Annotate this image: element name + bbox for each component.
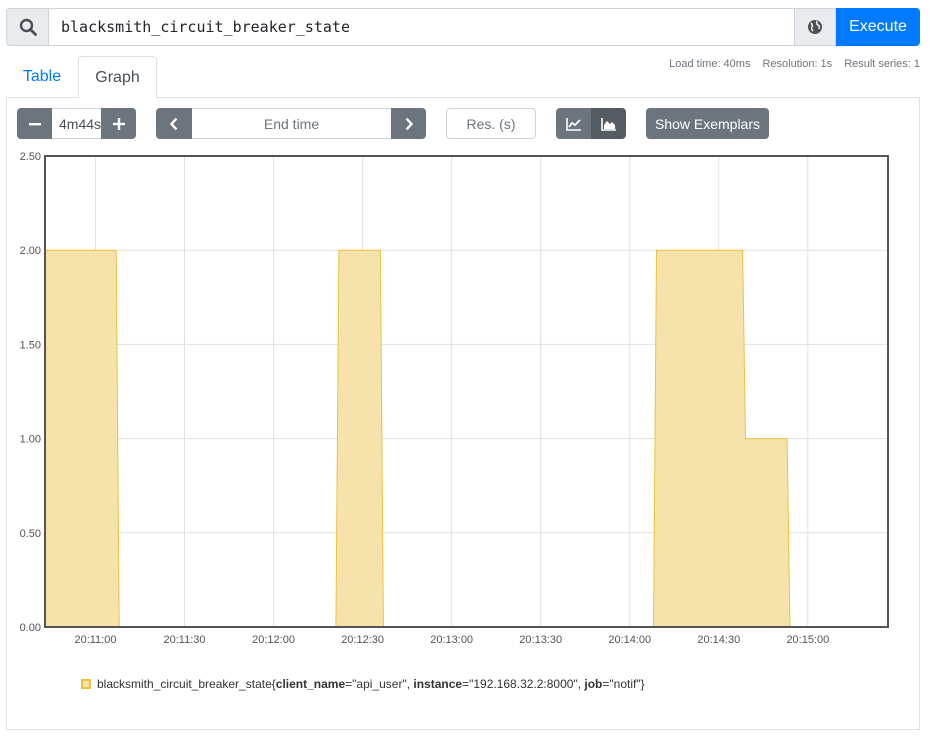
series-area bbox=[45, 250, 888, 627]
query-input[interactable]: blacksmith_circuit_breaker_state bbox=[48, 8, 795, 46]
legend-label-value: "192.168.32.2:8000" bbox=[469, 677, 578, 691]
y-tick-label: 0.00 bbox=[20, 622, 41, 634]
x-tick-label: 20:11:00 bbox=[74, 634, 116, 646]
next-time-button[interactable] bbox=[391, 108, 426, 139]
legend-metric: blacksmith_circuit_breaker_state bbox=[97, 677, 272, 691]
plot-border bbox=[44, 155, 889, 628]
end-time-control: End time bbox=[156, 108, 426, 139]
legend-label-value: "api_user" bbox=[352, 677, 407, 691]
plus-icon bbox=[112, 117, 125, 130]
tab-table[interactable]: Table bbox=[22, 68, 62, 85]
chevron-right-icon bbox=[405, 117, 413, 130]
tab-graph[interactable]: Graph bbox=[78, 56, 157, 99]
legend-label-name: job bbox=[584, 677, 603, 691]
x-tick-label: 20:15:00 bbox=[786, 634, 829, 646]
y-tick-label: 1.50 bbox=[20, 339, 41, 351]
chart-type-toggle bbox=[556, 108, 626, 139]
tab-bar: Table Graph bbox=[6, 56, 920, 99]
line-chart-icon bbox=[565, 117, 581, 131]
y-tick-label: 0.50 bbox=[20, 528, 41, 540]
result-series: Result series: 1 bbox=[844, 58, 920, 70]
load-time: Load time: 40ms bbox=[669, 58, 751, 70]
minus-icon bbox=[28, 122, 41, 125]
metrics-explorer-button[interactable] bbox=[795, 8, 836, 46]
graph-panel bbox=[6, 97, 920, 730]
legend-swatch bbox=[81, 679, 91, 689]
resolution-input[interactable]: Res. (s) bbox=[446, 108, 536, 139]
resolution: Resolution: 1s bbox=[762, 58, 833, 70]
x-tick-label: 20:14:30 bbox=[697, 634, 740, 646]
previous-time-button[interactable] bbox=[156, 108, 192, 139]
increase-range-button[interactable] bbox=[101, 108, 136, 139]
end-time-input[interactable]: End time bbox=[192, 108, 391, 139]
x-tick-label: 20:12:00 bbox=[252, 634, 295, 646]
legend-label-name: instance bbox=[413, 677, 463, 691]
stacked-chart-button[interactable] bbox=[591, 108, 626, 139]
x-tick-label: 20:12:30 bbox=[341, 634, 384, 646]
y-tick-label: 2.00 bbox=[20, 245, 41, 257]
legend-label-name: client_name bbox=[275, 677, 346, 691]
y-tick-label: 1.00 bbox=[20, 434, 41, 446]
y-tick-label: 2.50 bbox=[20, 151, 41, 163]
range-control: 4m44s bbox=[17, 108, 136, 139]
query-bar: blacksmith_circuit_breaker_state Execute bbox=[6, 8, 920, 46]
legend-open-brace: { bbox=[271, 677, 276, 691]
line-chart-button[interactable] bbox=[556, 108, 591, 139]
area-chart-icon bbox=[600, 117, 616, 131]
search-icon bbox=[6, 8, 48, 46]
x-tick-label: 20:11:30 bbox=[164, 634, 206, 646]
legend: blacksmith_circuit_breaker_state{client_… bbox=[81, 677, 645, 691]
x-tick-label: 20:14:00 bbox=[608, 634, 651, 646]
globe-icon bbox=[808, 20, 822, 34]
chevron-left-icon bbox=[169, 117, 178, 130]
range-input[interactable]: 4m44s bbox=[52, 108, 101, 139]
legend-close-brace: } bbox=[640, 677, 645, 691]
query-stats: Load time: 40ms Resolution: 1s Result se… bbox=[669, 58, 920, 70]
show-exemplars-button[interactable]: Show Exemplars bbox=[646, 108, 769, 139]
x-tick-label: 20:13:00 bbox=[430, 634, 473, 646]
decrease-range-button[interactable] bbox=[17, 108, 52, 139]
execute-button[interactable]: Execute bbox=[836, 8, 920, 46]
legend-label-value: "notif" bbox=[609, 677, 641, 691]
x-tick-label: 20:13:30 bbox=[519, 634, 562, 646]
